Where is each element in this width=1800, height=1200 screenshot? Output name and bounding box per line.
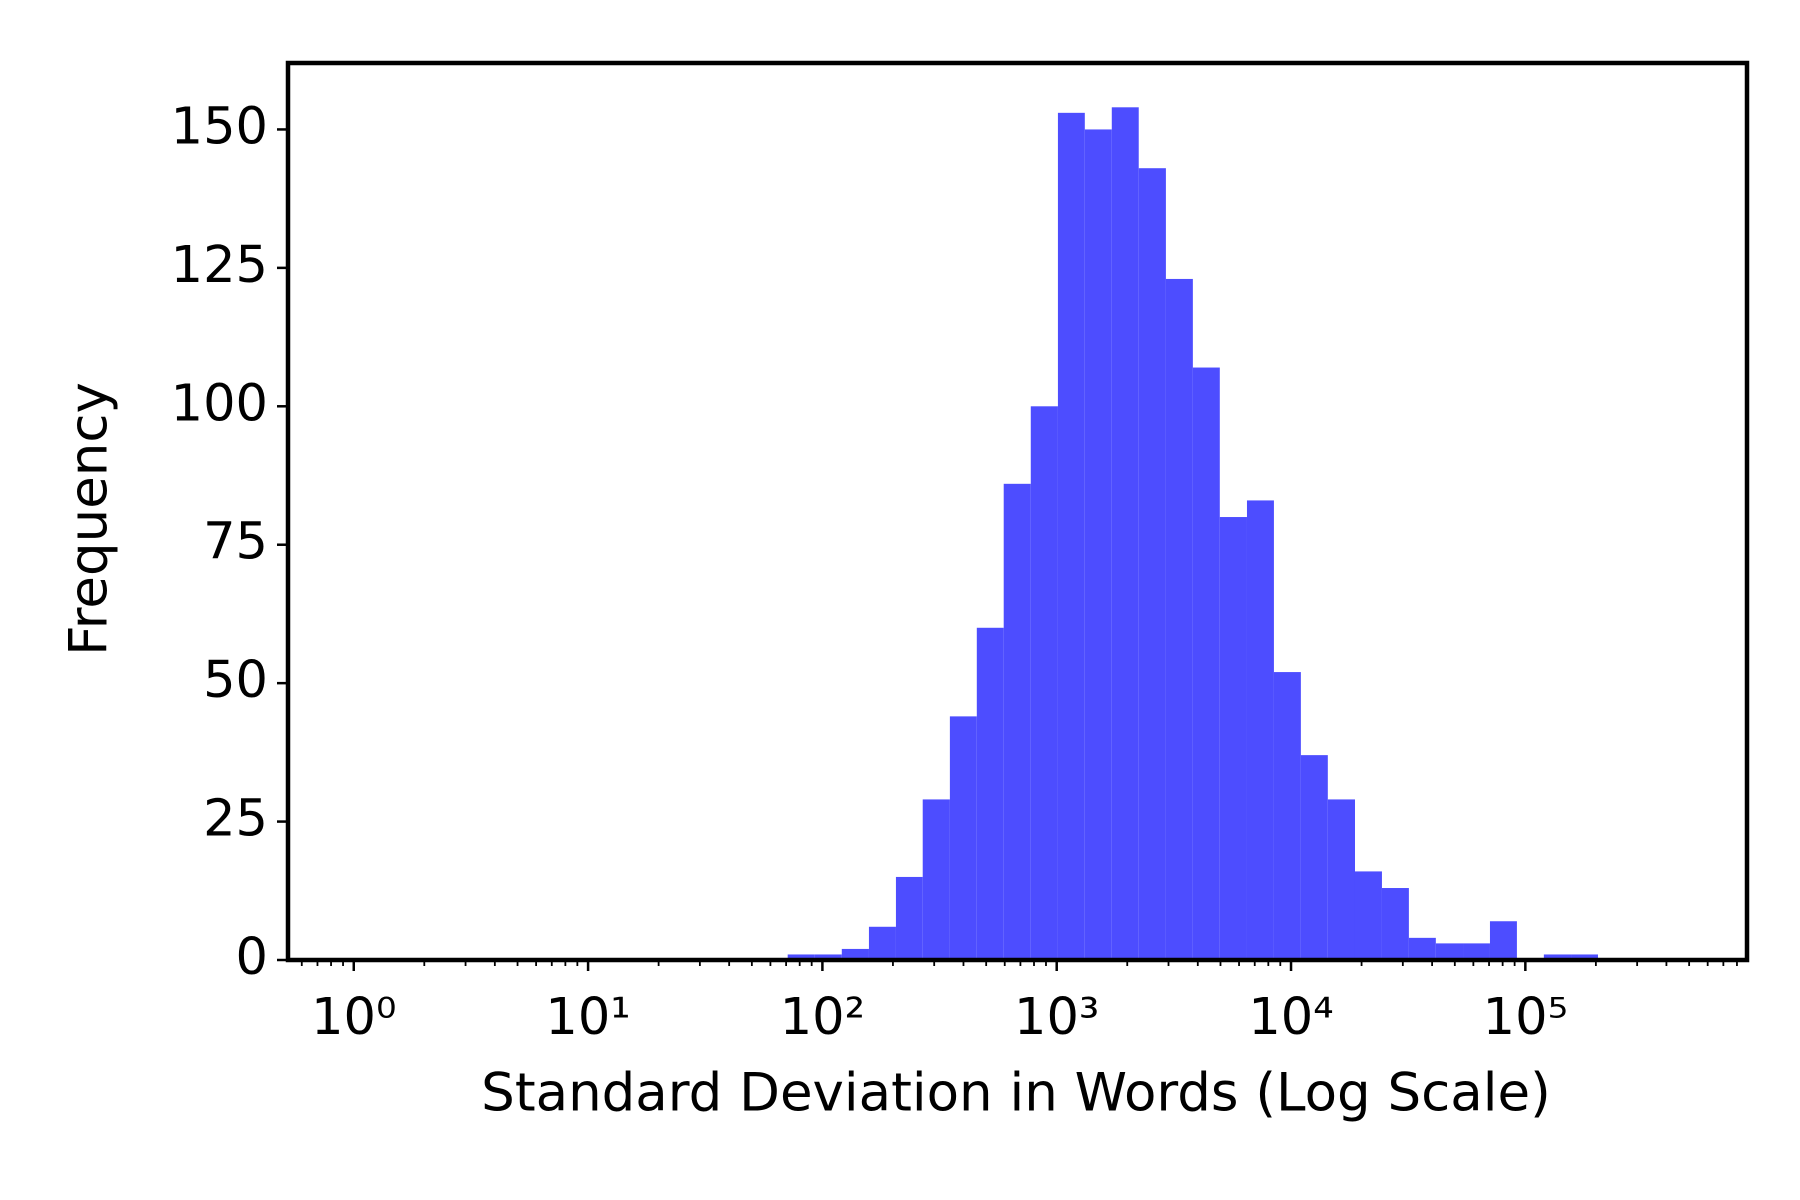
bar xyxy=(1300,755,1328,960)
bar xyxy=(1084,129,1112,960)
bar xyxy=(787,954,815,960)
x-tick-label: 10² xyxy=(780,988,865,1047)
y-axis-label: Frequency xyxy=(59,382,120,656)
bar xyxy=(895,876,923,960)
bar xyxy=(1489,921,1517,960)
x-axis-label: Standard Deviation in Words (Log Scale) xyxy=(481,1063,1551,1124)
bar xyxy=(1219,517,1247,960)
y-tick-label: 150 xyxy=(171,97,268,156)
bar xyxy=(1030,406,1058,961)
y-tick-label: 75 xyxy=(203,513,268,572)
bar xyxy=(1435,943,1464,960)
x-tick-label: 10⁵ xyxy=(1483,988,1568,1047)
y-tick-label: 50 xyxy=(203,651,268,710)
bar xyxy=(814,954,842,960)
bar xyxy=(949,716,977,960)
y-tick-label: 125 xyxy=(171,236,268,295)
x-tick-label: 10³ xyxy=(1014,988,1099,1047)
bar xyxy=(841,948,869,960)
bar xyxy=(1408,937,1436,960)
bar xyxy=(1327,799,1355,960)
bar xyxy=(1543,954,1572,960)
y-tick-label: 25 xyxy=(203,790,268,849)
bar xyxy=(1273,672,1301,960)
y-tick-label: 0 xyxy=(236,928,268,987)
bar xyxy=(976,627,1004,960)
bar xyxy=(1111,107,1139,961)
bar xyxy=(1463,943,1490,960)
bar xyxy=(868,926,896,960)
bar xyxy=(1057,112,1085,961)
y-tick-label: 100 xyxy=(171,374,268,433)
x-tick-label: 10¹ xyxy=(545,988,630,1047)
bar xyxy=(1003,483,1031,960)
bar xyxy=(1571,954,1598,960)
x-tick-label: 10⁴ xyxy=(1248,988,1333,1047)
bar xyxy=(1138,168,1166,960)
bar xyxy=(1354,871,1382,960)
bar xyxy=(1381,888,1409,960)
bar xyxy=(1246,500,1274,960)
bar xyxy=(1165,278,1193,960)
x-tick-label: 10⁰ xyxy=(311,988,396,1047)
plot-frame xyxy=(285,60,1750,963)
bar xyxy=(922,799,950,960)
bar xyxy=(1192,367,1220,960)
